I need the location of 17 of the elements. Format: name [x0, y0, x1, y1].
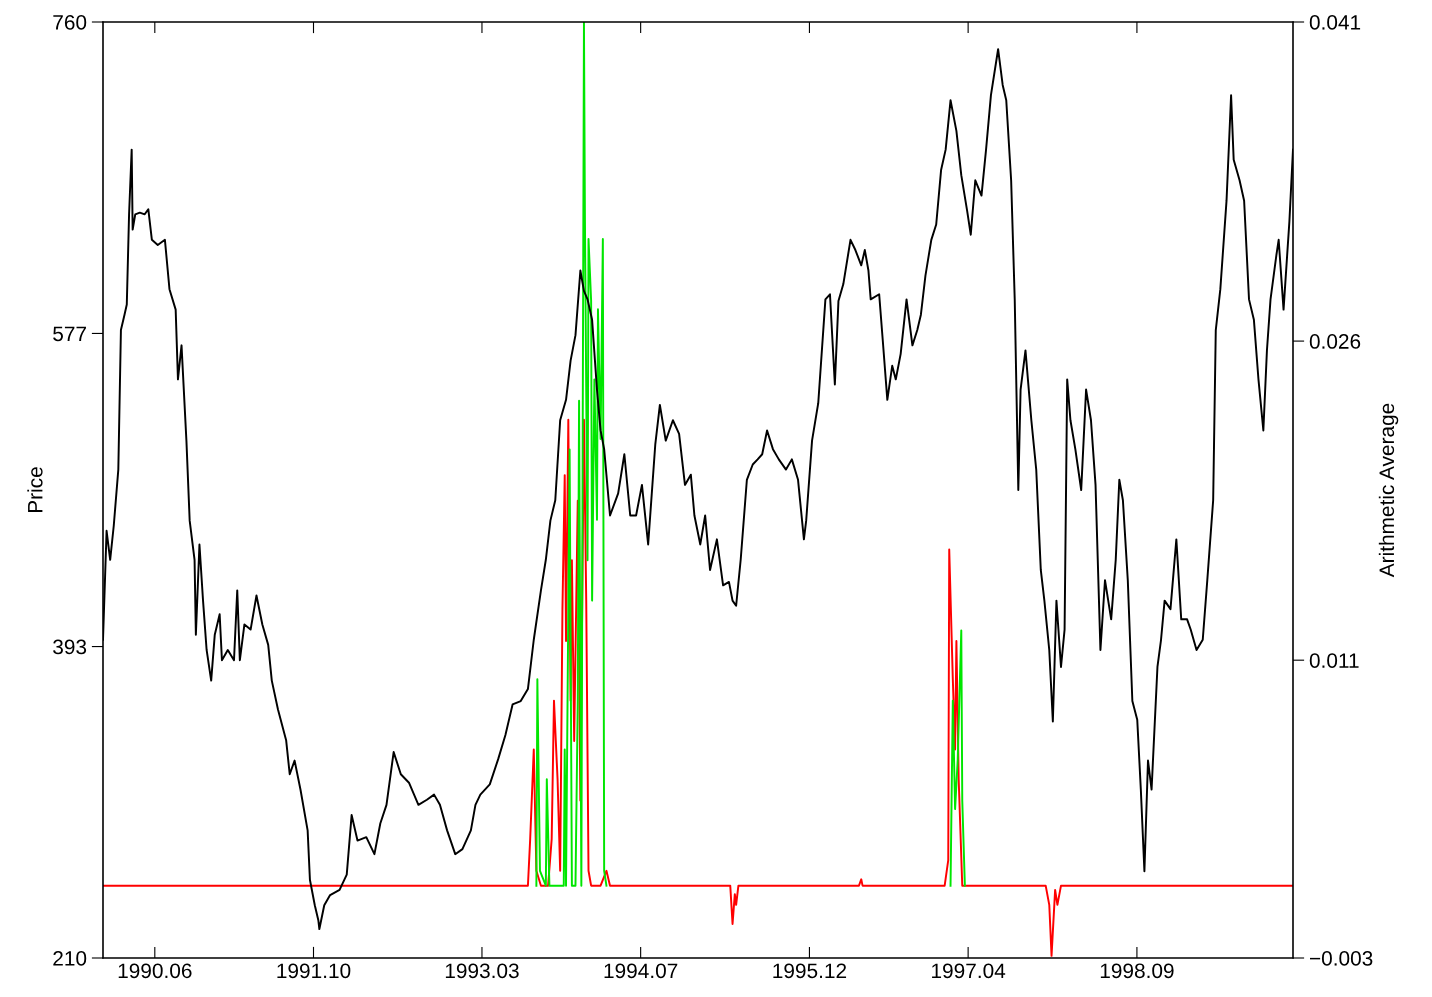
- y-tick-label: 393: [53, 639, 87, 655]
- y-tick-label: 760: [53, 15, 87, 30]
- y2-axis-title: Arithmetic Average: [1378, 403, 1399, 578]
- y2-tick-label: 0.041: [1309, 15, 1361, 30]
- x-tick-label: 1990.06: [118, 963, 192, 979]
- x-tick-label: 1994.07: [604, 963, 678, 979]
- y2-tick-label: −0.003: [1310, 951, 1373, 966]
- x-tick-label: 1998.09: [1100, 963, 1174, 979]
- y-axis-title: Price: [27, 467, 43, 513]
- y2-tick-label: 0.026: [1309, 334, 1361, 349]
- y-tick-label: 210: [53, 951, 87, 966]
- x-tick-label: 1993.03: [445, 963, 519, 979]
- y2-tick-label: 0.011: [1309, 653, 1359, 668]
- x-tick-label: 1991.10: [277, 963, 351, 979]
- y-tick-label: 577: [53, 326, 86, 342]
- x-tick-label: 1997.04: [932, 963, 1006, 979]
- x-tick-label: 1995.12: [773, 963, 847, 979]
